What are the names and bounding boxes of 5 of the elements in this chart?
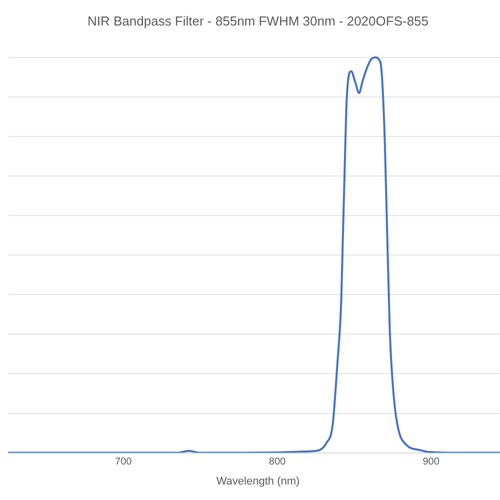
x-tick-label: 800: [268, 456, 286, 468]
x-tick-label: 900: [422, 456, 440, 468]
x-tick-label: 700: [115, 456, 132, 468]
x-axis-title: Wavelength (nm): [216, 475, 300, 488]
chart-title: NIR Bandpass Filter - 855nm FWHM 30nm - 2020OFS-855: [87, 13, 429, 28]
